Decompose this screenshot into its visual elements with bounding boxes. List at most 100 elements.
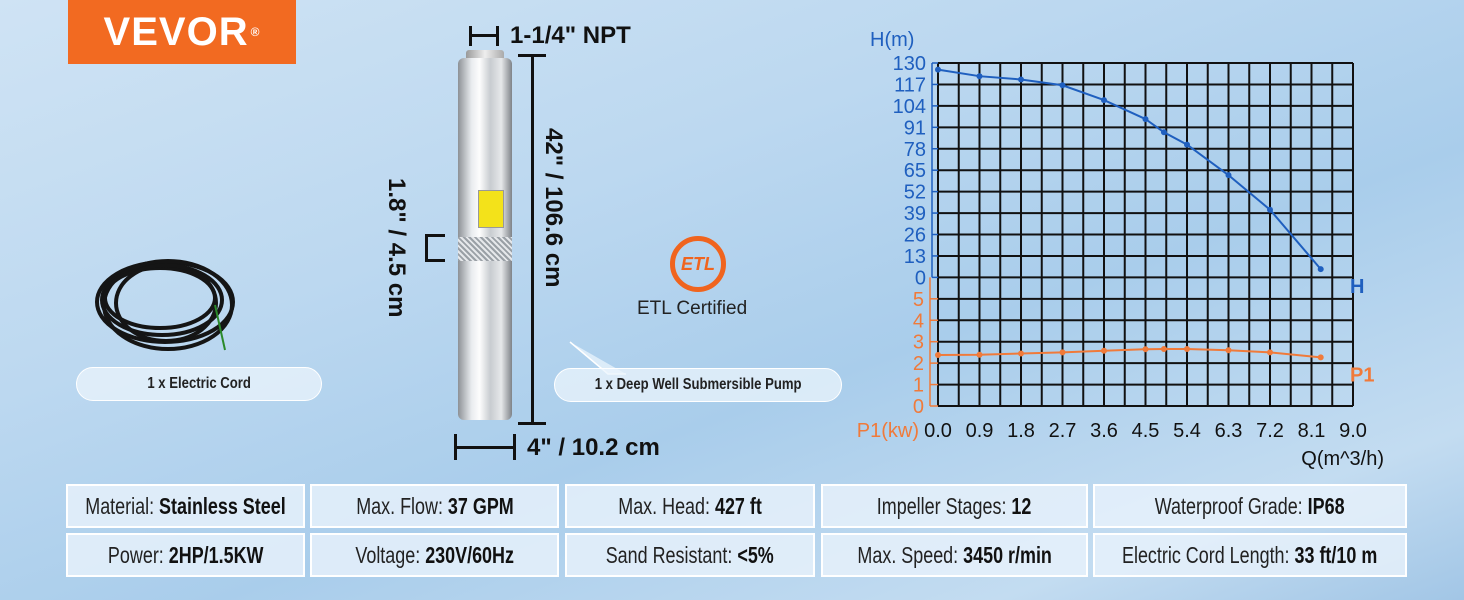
spec-value: Stainless Steel bbox=[159, 492, 286, 519]
spec-label: Sand Resistant: bbox=[605, 541, 738, 568]
pump-inlet-mesh bbox=[458, 237, 512, 261]
etl-listed-logo: ETL bbox=[670, 236, 726, 292]
h-tick-label: 26 bbox=[904, 225, 926, 247]
data-point-H bbox=[1018, 76, 1024, 83]
dim-tick bbox=[496, 26, 499, 46]
x-tick-label: 9.0 bbox=[1339, 420, 1367, 442]
data-point-P1 bbox=[1160, 345, 1167, 352]
warning-label bbox=[478, 190, 504, 228]
h-tick-label: 0 bbox=[915, 267, 926, 289]
spec-label: Electric Cord Length: bbox=[1122, 541, 1295, 568]
x-tick-label: 7.2 bbox=[1256, 420, 1284, 442]
spec-label: Voltage: bbox=[355, 541, 426, 568]
h-tick-label: 130 bbox=[893, 53, 926, 75]
etl-certified-label: ETL Certified bbox=[637, 298, 748, 319]
data-point-P1 bbox=[976, 351, 983, 358]
spec-cell: Power: 2HP/1.5KW bbox=[66, 533, 305, 577]
performance-chart: 013263952657891104117130012345H(m)P1(kw)… bbox=[857, 29, 1384, 470]
data-point-H bbox=[1059, 82, 1066, 89]
h-axis-title: H(m) bbox=[870, 29, 914, 51]
dim-tick bbox=[425, 259, 445, 262]
spec-value: 3450 r/min bbox=[962, 541, 1052, 568]
dim-tick bbox=[454, 434, 457, 460]
spec-label: Max. Speed: bbox=[857, 541, 963, 568]
data-point-P1 bbox=[1317, 354, 1324, 361]
x-tick-label: 2.7 bbox=[1049, 420, 1077, 442]
series-label-P1: P1 bbox=[1350, 364, 1374, 386]
series-label-H: H bbox=[1350, 276, 1364, 298]
x-axis-title: Q(m^3/h) bbox=[1301, 448, 1384, 470]
vevor-logo: VEVOR ® bbox=[68, 0, 296, 64]
spec-value: 230V/60Hz bbox=[425, 541, 514, 568]
dim-tick bbox=[425, 234, 445, 237]
spec-cell: Max. Flow: 37 GPM bbox=[310, 484, 559, 528]
data-point-P1 bbox=[1225, 347, 1232, 354]
p1-tick-label: 4 bbox=[913, 310, 924, 332]
spec-value: 2HP/1.5KW bbox=[168, 541, 264, 568]
spec-value: <5% bbox=[737, 541, 775, 568]
outlet-dimension: 1-1/4" NPT bbox=[510, 22, 631, 49]
h-tick-label: 91 bbox=[904, 117, 926, 139]
data-point-P1 bbox=[1142, 346, 1149, 353]
data-point-P1 bbox=[1018, 350, 1024, 357]
diameter-dimension: 4" / 10.2 cm bbox=[527, 434, 660, 461]
spec-value: 37 GPM bbox=[447, 492, 514, 519]
data-point-H bbox=[1267, 206, 1273, 213]
data-point-H bbox=[1225, 172, 1232, 179]
inlet-dim-line bbox=[425, 236, 428, 262]
electric-cord-image bbox=[95, 259, 235, 351]
length-dim-line bbox=[531, 55, 534, 423]
spec-value: 12 bbox=[1011, 492, 1032, 519]
spec-cell: Max. Speed: 3450 r/min bbox=[821, 533, 1088, 577]
x-tick-label: 1.8 bbox=[1007, 420, 1035, 442]
data-point-P1 bbox=[1267, 349, 1273, 356]
spec-cell: Electric Cord Length: 33 ft/10 m bbox=[1093, 533, 1407, 577]
data-point-P1 bbox=[1059, 349, 1066, 356]
p1-tick-label: 1 bbox=[913, 375, 924, 397]
x-tick-label: 6.3 bbox=[1215, 420, 1243, 442]
cord-caption: 1 x Electric Cord bbox=[76, 367, 322, 401]
h-tick-label: 65 bbox=[904, 160, 926, 182]
spec-cell: Impeller Stages: 12 bbox=[821, 484, 1088, 528]
data-point-H bbox=[1317, 266, 1324, 273]
spec-label: Max. Head: bbox=[618, 492, 715, 519]
spec-cell: Sand Resistant: <5% bbox=[565, 533, 815, 577]
p1-tick-label: 5 bbox=[913, 289, 924, 311]
spec-cell: Voltage: 230V/60Hz bbox=[310, 533, 559, 577]
data-point-P1 bbox=[1101, 347, 1107, 354]
series-line-P1 bbox=[937, 347, 1321, 359]
x-tick-label: 5.4 bbox=[1173, 420, 1201, 442]
pump-caption: 1 x Deep Well Submersible Pump bbox=[554, 368, 842, 402]
h-tick-label: 104 bbox=[893, 96, 926, 118]
data-point-P1 bbox=[935, 351, 941, 358]
x-tick-label: 4.5 bbox=[1132, 420, 1160, 442]
spec-label: Material: bbox=[85, 492, 160, 519]
h-tick-label: 78 bbox=[904, 139, 926, 161]
data-point-H bbox=[1142, 116, 1149, 123]
dim-tick bbox=[518, 422, 546, 425]
p1-axis-title: P1(kw) bbox=[857, 420, 919, 442]
spec-cell: Max. Head: 427 ft bbox=[565, 484, 815, 528]
dim-tick bbox=[513, 434, 516, 460]
spec-label: Impeller Stages: bbox=[877, 492, 1012, 519]
data-point-P1 bbox=[1184, 345, 1190, 352]
spec-value: IP68 bbox=[1307, 492, 1345, 519]
x-tick-label: 0.0 bbox=[924, 420, 952, 442]
spec-label: Waterproof Grade: bbox=[1155, 492, 1308, 519]
data-point-H bbox=[1101, 97, 1107, 104]
diameter-dim-line bbox=[455, 446, 515, 449]
spec-cell: Waterproof Grade: IP68 bbox=[1093, 484, 1407, 528]
p1-tick-label: 0 bbox=[913, 396, 924, 418]
dim-tick bbox=[469, 26, 472, 46]
data-point-H bbox=[935, 66, 941, 73]
h-tick-label: 52 bbox=[904, 182, 926, 204]
spec-cell: Material: Stainless Steel bbox=[66, 484, 305, 528]
spec-label: Max. Flow: bbox=[355, 492, 448, 519]
x-tick-label: 3.6 bbox=[1090, 420, 1118, 442]
h-tick-label: 117 bbox=[894, 74, 926, 96]
h-tick-label: 39 bbox=[904, 203, 926, 225]
x-tick-label: 0.9 bbox=[966, 420, 994, 442]
spec-value: 33 ft/10 m bbox=[1294, 541, 1378, 568]
dim-tick bbox=[518, 54, 546, 57]
h-tick-label: 13 bbox=[904, 246, 926, 268]
